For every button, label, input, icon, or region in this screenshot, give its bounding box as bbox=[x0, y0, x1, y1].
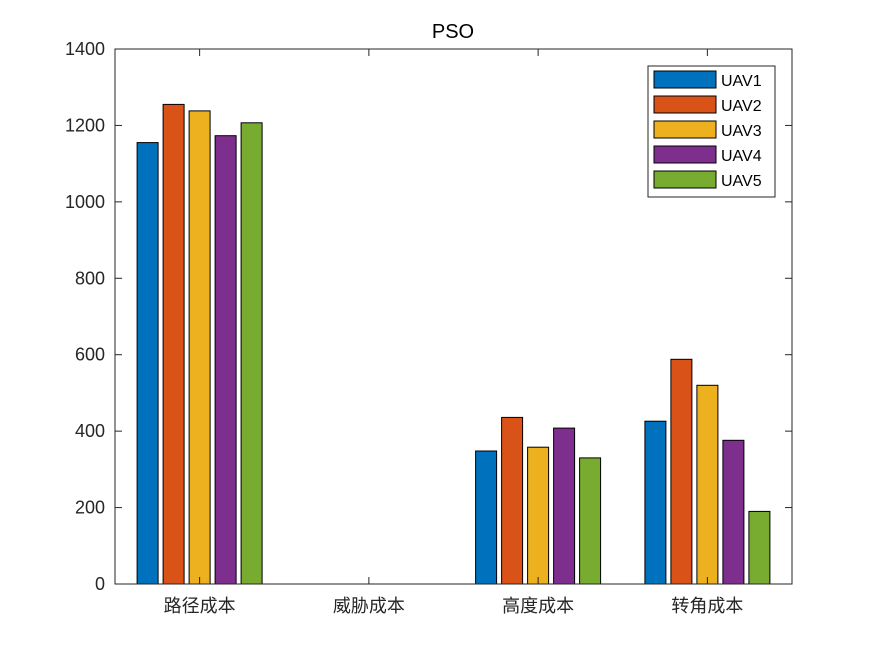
bar-uav3-cat-2 bbox=[527, 446, 550, 585]
y-tick-label: 400 bbox=[75, 421, 105, 441]
x-category-label: 转角成本 bbox=[671, 596, 743, 617]
bar-uav4-cat-3 bbox=[722, 439, 745, 585]
y-tick-label: 800 bbox=[75, 268, 105, 288]
x-category-label: 路径成本 bbox=[164, 596, 236, 617]
chart-title: PSO bbox=[432, 21, 474, 43]
x-category-label: 威胁成本 bbox=[333, 596, 405, 617]
bar-uav5-cat-0 bbox=[240, 122, 263, 585]
y-tick-label: 1000 bbox=[65, 192, 105, 212]
legend-label-uav1: UAV1 bbox=[721, 73, 762, 90]
axes-group bbox=[114, 48, 793, 585]
bar-uav3-cat-0 bbox=[188, 110, 211, 585]
legend-swatch-uav2 bbox=[653, 95, 717, 114]
legend-swatch-uav4 bbox=[653, 145, 717, 164]
legend-swatch-uav3 bbox=[653, 120, 717, 139]
bar-uav3-cat-3 bbox=[696, 384, 719, 585]
bar-uav2-cat-0 bbox=[162, 103, 185, 585]
x-category-label: 高度成本 bbox=[502, 596, 574, 617]
legend-label-uav4: UAV4 bbox=[721, 148, 762, 165]
bar-uav2-cat-3 bbox=[670, 358, 693, 585]
y-tick-label: 600 bbox=[75, 345, 105, 365]
bar-uav1-cat-2 bbox=[475, 450, 498, 585]
bar-uav4-cat-0 bbox=[214, 135, 237, 585]
y-tick-label: 1200 bbox=[65, 115, 105, 135]
bar-uav1-cat-3 bbox=[644, 420, 667, 585]
legend-label-uav3: UAV3 bbox=[721, 123, 762, 140]
bar-uav5-cat-2 bbox=[579, 457, 602, 585]
axes-box bbox=[114, 48, 793, 585]
bar-uav4-cat-2 bbox=[553, 427, 576, 585]
bar-uav2-cat-2 bbox=[501, 416, 524, 585]
legend-swatch-uav5 bbox=[653, 170, 717, 189]
tick-labels-group: 0 200 400 600 800 1000 1200 1400 路径成本 威胁成本 高度成本 转角成… bbox=[65, 39, 743, 617]
legend-label-uav5: UAV5 bbox=[721, 173, 762, 190]
bars-group bbox=[136, 103, 771, 585]
y-tick-label: 200 bbox=[75, 498, 105, 518]
bar-uav1-cat-0 bbox=[136, 142, 159, 585]
legend-swatch-uav1 bbox=[653, 70, 717, 89]
y-tick-label: 0 bbox=[95, 574, 105, 594]
y-tick-label: 1400 bbox=[65, 39, 105, 59]
legend: UAV1 UAV2 UAV3 UAV4 UAV5 bbox=[647, 65, 776, 198]
bar-uav5-cat-3 bbox=[748, 510, 771, 585]
legend-label-uav2: UAV2 bbox=[721, 98, 762, 115]
